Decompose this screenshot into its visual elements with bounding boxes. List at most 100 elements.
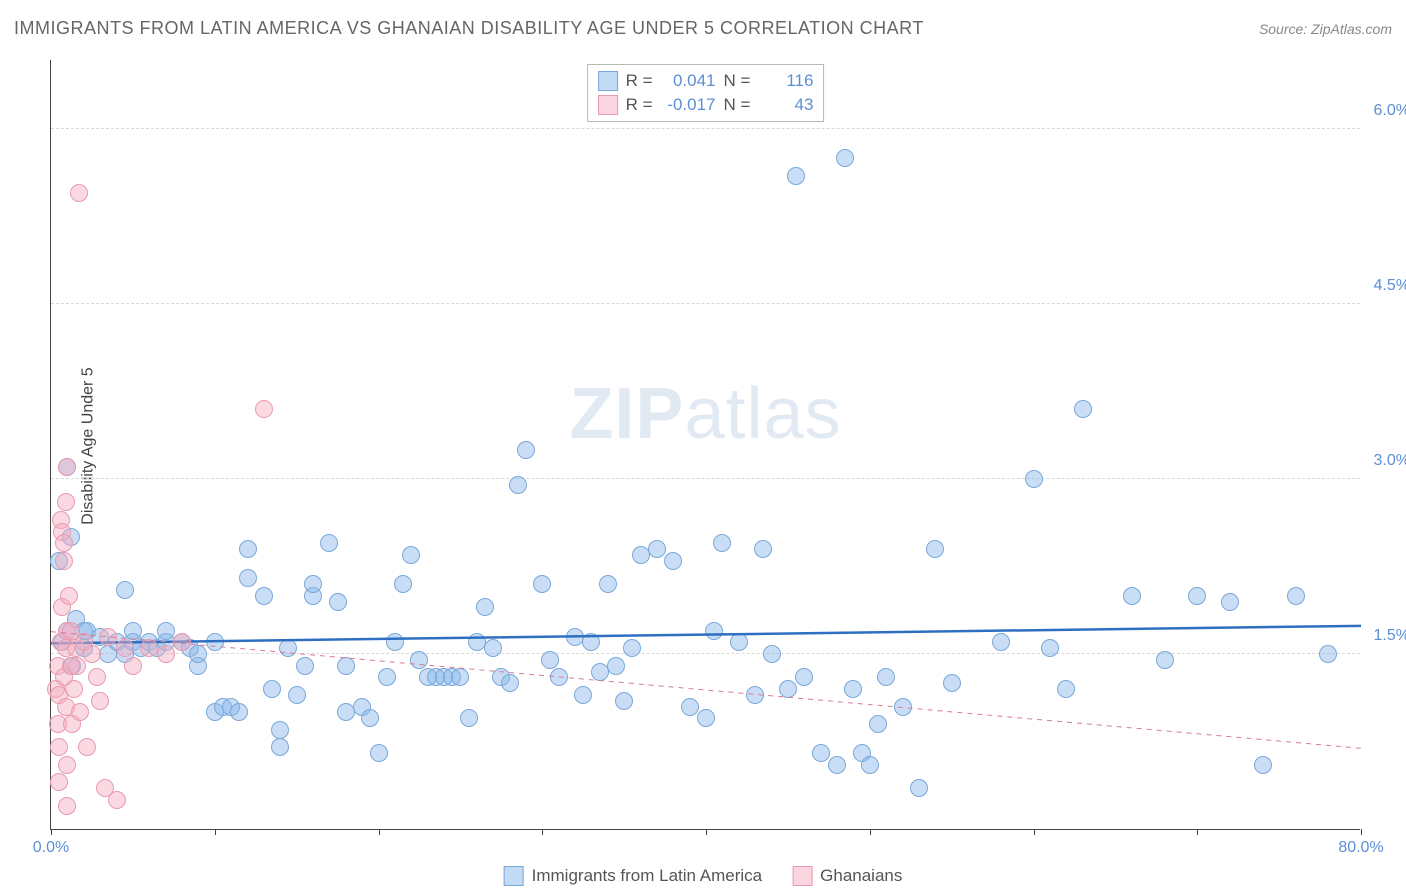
data-point bbox=[271, 738, 289, 756]
data-point bbox=[50, 738, 68, 756]
data-point bbox=[55, 534, 73, 552]
data-point bbox=[517, 441, 535, 459]
data-point bbox=[361, 709, 379, 727]
data-point bbox=[844, 680, 862, 698]
data-point bbox=[591, 663, 609, 681]
data-point bbox=[157, 645, 175, 663]
stat-row: R =-0.017N =43 bbox=[598, 93, 814, 117]
data-point bbox=[230, 703, 248, 721]
data-point bbox=[410, 651, 428, 669]
r-value: 0.041 bbox=[661, 71, 716, 91]
data-point bbox=[157, 622, 175, 640]
data-point bbox=[599, 575, 617, 593]
data-point bbox=[78, 738, 96, 756]
data-point bbox=[189, 645, 207, 663]
data-point bbox=[99, 628, 117, 646]
data-point bbox=[58, 797, 76, 815]
watermark: ZIPatlas bbox=[569, 373, 841, 455]
x-tick bbox=[1197, 829, 1198, 835]
data-point bbox=[370, 744, 388, 762]
data-point bbox=[288, 686, 306, 704]
watermark-bold: ZIP bbox=[569, 374, 684, 454]
legend-label: Immigrants from Latin America bbox=[532, 866, 763, 886]
x-tick bbox=[706, 829, 707, 835]
data-point bbox=[116, 581, 134, 599]
data-point bbox=[60, 587, 78, 605]
data-point bbox=[460, 709, 478, 727]
r-label: R = bbox=[626, 71, 653, 91]
data-point bbox=[304, 575, 322, 593]
data-point bbox=[795, 668, 813, 686]
data-point bbox=[1074, 400, 1092, 418]
data-point bbox=[943, 674, 961, 692]
bottom-legend: Immigrants from Latin America Ghanaians bbox=[504, 866, 903, 886]
data-point bbox=[337, 703, 355, 721]
data-point bbox=[337, 657, 355, 675]
data-point bbox=[57, 493, 75, 511]
legend-swatch bbox=[598, 95, 618, 115]
data-point bbox=[509, 476, 527, 494]
data-point bbox=[550, 668, 568, 686]
n-label: N = bbox=[724, 71, 751, 91]
data-point bbox=[55, 552, 73, 570]
data-point bbox=[533, 575, 551, 593]
data-point bbox=[263, 680, 281, 698]
data-point bbox=[70, 184, 88, 202]
data-point bbox=[108, 791, 126, 809]
data-point bbox=[910, 779, 928, 797]
data-point bbox=[1319, 645, 1337, 663]
x-tick bbox=[1034, 829, 1035, 835]
data-point bbox=[402, 546, 420, 564]
chart-title: IMMIGRANTS FROM LATIN AMERICA VS GHANAIA… bbox=[14, 18, 924, 39]
x-tick bbox=[1361, 829, 1362, 835]
data-point bbox=[501, 674, 519, 692]
data-point bbox=[320, 534, 338, 552]
n-value: 116 bbox=[758, 71, 813, 91]
data-point bbox=[705, 622, 723, 640]
legend-item: Immigrants from Latin America bbox=[504, 866, 763, 886]
data-point bbox=[763, 645, 781, 663]
data-point bbox=[861, 756, 879, 774]
x-tick bbox=[542, 829, 543, 835]
data-point bbox=[1221, 593, 1239, 611]
data-point bbox=[255, 400, 273, 418]
data-point bbox=[271, 721, 289, 739]
x-tick bbox=[870, 829, 871, 835]
data-point bbox=[1025, 470, 1043, 488]
data-point bbox=[1287, 587, 1305, 605]
data-point bbox=[812, 744, 830, 762]
data-point bbox=[869, 715, 887, 733]
source-label: Source: ZipAtlas.com bbox=[1259, 21, 1392, 37]
data-point bbox=[877, 668, 895, 686]
data-point bbox=[681, 698, 699, 716]
data-point bbox=[566, 628, 584, 646]
data-point bbox=[648, 540, 666, 558]
x-tick-label: 80.0% bbox=[1338, 839, 1383, 857]
data-point bbox=[279, 639, 297, 657]
data-point bbox=[607, 657, 625, 675]
data-point bbox=[83, 645, 101, 663]
gridline bbox=[51, 128, 1360, 129]
data-point bbox=[88, 668, 106, 686]
data-point bbox=[206, 633, 224, 651]
data-point bbox=[386, 633, 404, 651]
data-point bbox=[394, 575, 412, 593]
data-point bbox=[484, 639, 502, 657]
title-bar: IMMIGRANTS FROM LATIN AMERICA VS GHANAIA… bbox=[14, 18, 1392, 39]
data-point bbox=[1041, 639, 1059, 657]
data-point bbox=[623, 639, 641, 657]
data-point bbox=[58, 458, 76, 476]
legend-item: Ghanaians bbox=[792, 866, 902, 886]
data-point bbox=[754, 540, 772, 558]
data-point bbox=[828, 756, 846, 774]
data-point bbox=[65, 680, 83, 698]
y-tick-label: 4.5% bbox=[1365, 277, 1406, 295]
data-point bbox=[173, 633, 191, 651]
r-value: -0.017 bbox=[661, 95, 716, 115]
plot-area: ZIPatlas R =0.041N =116R =-0.017N =43 1.… bbox=[50, 60, 1360, 830]
data-point bbox=[378, 668, 396, 686]
data-point bbox=[632, 546, 650, 564]
watermark-rest: atlas bbox=[684, 374, 841, 454]
data-point bbox=[746, 686, 764, 704]
data-point bbox=[730, 633, 748, 651]
